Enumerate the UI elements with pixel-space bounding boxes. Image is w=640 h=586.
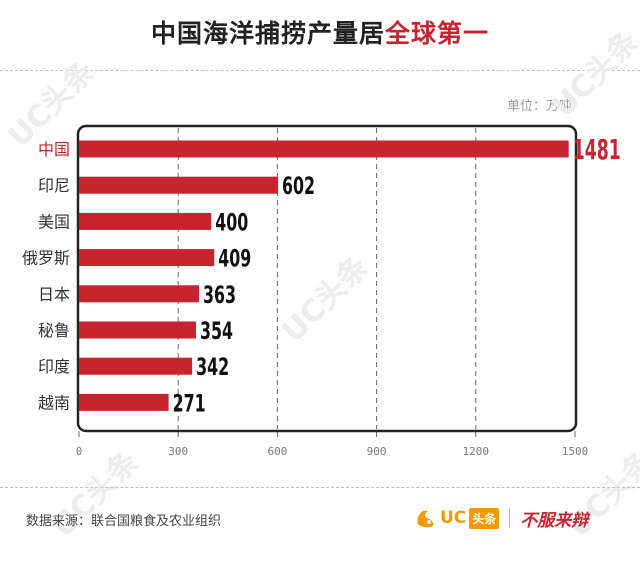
category-label: 中国 — [38, 140, 70, 159]
plot-frame — [76, 124, 578, 433]
bar — [79, 285, 200, 303]
bar — [79, 212, 212, 230]
unit-label: 单位：万吨 — [506, 99, 572, 114]
value-label: 363 — [203, 281, 236, 309]
value-label: 400 — [215, 208, 248, 236]
brand-logo: UC 头条 不服来辩 — [414, 503, 588, 533]
x-tick-label: 1200 — [463, 445, 490, 458]
brand-toutiao: 头条 — [469, 507, 500, 529]
value-label: 354 — [200, 317, 233, 345]
slogan: 不服来辩 — [520, 510, 589, 531]
value-label: 409 — [218, 245, 251, 273]
x-tick-label: 300 — [168, 445, 188, 458]
logo-separator — [509, 508, 511, 528]
bottom-divider — [0, 487, 640, 488]
title-main: 中国海洋捕捞产量居 — [150, 19, 385, 48]
category-label: 印尼 — [38, 176, 70, 195]
bar — [79, 393, 169, 411]
x-tick-label: 0 — [76, 445, 83, 458]
brand-uc: UC — [440, 508, 467, 528]
bar — [79, 321, 197, 339]
category-label: 秘鲁 — [38, 321, 70, 340]
bar — [79, 357, 193, 375]
category-label: 日本 — [38, 285, 70, 304]
bar — [79, 140, 569, 158]
bar — [79, 176, 279, 194]
category-label: 美国 — [38, 212, 70, 231]
x-tick-label: 600 — [267, 445, 287, 458]
bar — [79, 249, 215, 267]
value-label: 271 — [173, 389, 206, 417]
squirrel-icon — [417, 510, 434, 528]
category-label: 印度 — [38, 357, 70, 376]
data-source: 数据来源：联合国粮食及农业组织 — [26, 514, 222, 529]
category-label: 越南 — [38, 393, 70, 412]
value-label: 602 — [282, 172, 315, 200]
value-label: 1481 — [573, 133, 621, 166]
value-label: 342 — [196, 353, 229, 381]
top-divider — [0, 70, 640, 71]
category-label: 俄罗斯 — [22, 249, 70, 268]
page-title: 中国海洋捕捞产量居全球第一 — [0, 14, 640, 50]
title-highlight: 全球第一 — [385, 19, 490, 48]
x-tick-label: 900 — [367, 445, 387, 458]
x-tick-label: 1500 — [562, 445, 589, 458]
